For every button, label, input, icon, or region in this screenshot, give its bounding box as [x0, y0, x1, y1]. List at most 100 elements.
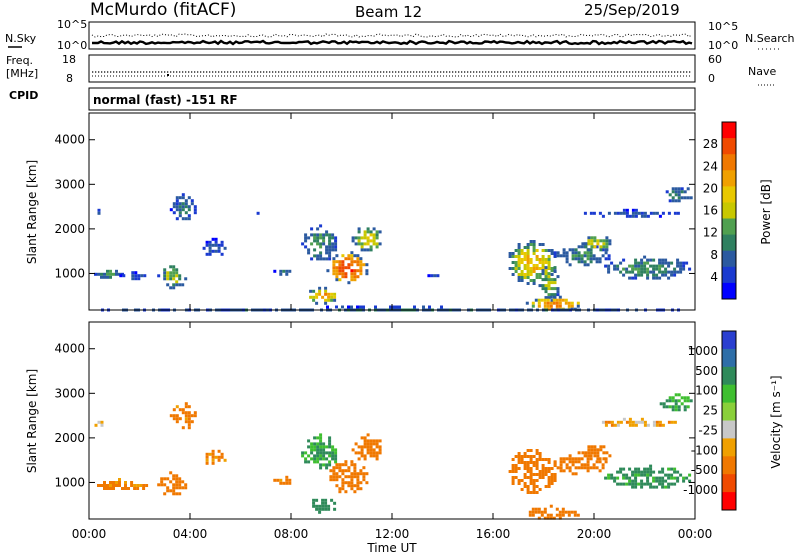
echo-cell [625, 420, 629, 424]
echo-cell [338, 278, 342, 282]
echo-region [169, 193, 197, 221]
echo-cell [649, 467, 653, 471]
echo-cell [599, 239, 603, 243]
echo-cell [178, 202, 182, 206]
echo-cell [577, 460, 581, 464]
nsky-series [91, 39, 693, 46]
echo-cell [220, 240, 224, 244]
echo-cell [523, 255, 527, 258]
echo-cell [134, 277, 138, 281]
echo-cell [329, 475, 333, 479]
echo-cell [625, 473, 629, 477]
echo-cell [211, 449, 215, 453]
echo-cell [187, 426, 191, 430]
echo-cell [508, 255, 512, 258]
echo-cell [668, 193, 672, 197]
echo-cell [178, 480, 182, 484]
echo-cell [169, 471, 173, 475]
echo-cell [590, 239, 594, 243]
echo-cell [652, 267, 656, 271]
echo-cell [331, 445, 335, 449]
echo-cell [166, 489, 170, 493]
echo-cell [550, 293, 554, 297]
echo-cell [547, 479, 551, 482]
echo-cell [577, 260, 581, 264]
colorbar-tick-label: 100 [695, 384, 718, 398]
echo-cell [526, 488, 530, 491]
echo-cell [589, 248, 593, 252]
echo-cell [354, 442, 358, 446]
echo-cell [312, 289, 316, 293]
echo-cell [175, 271, 179, 275]
echo-cell [333, 292, 337, 296]
echo-cell [616, 420, 620, 424]
echo-cell [556, 287, 560, 291]
echo-cell [175, 202, 179, 206]
echo-cell [357, 230, 361, 234]
echo-cell [369, 439, 373, 443]
echo-cell [172, 271, 176, 275]
echo-cell [686, 405, 690, 409]
echo-cell [356, 305, 359, 309]
echo-cell [520, 479, 524, 482]
echo-cell [571, 463, 575, 467]
echo-cell [175, 474, 179, 478]
echo-cell [316, 451, 320, 455]
echo-cell [589, 260, 593, 264]
echo-cell [318, 289, 322, 293]
echo-cell [595, 245, 599, 249]
echo-cell [319, 242, 323, 246]
echo-cell [544, 284, 548, 288]
echo-cell [324, 501, 328, 505]
echo-cell [676, 270, 680, 274]
echo-cell [353, 269, 357, 273]
echo-cell [613, 476, 617, 480]
echo-cell [520, 455, 524, 458]
echo-region [326, 251, 369, 285]
echo-cell [362, 472, 366, 476]
x-tick-label: 16:00 [476, 527, 511, 541]
echo-cell [640, 485, 644, 489]
echo-cell [205, 243, 209, 247]
echo-cell [550, 249, 554, 252]
echo-cell [529, 261, 533, 264]
echo-cell [106, 269, 109, 273]
echo-cell [595, 260, 599, 264]
echo-cell [335, 466, 339, 470]
echo-cell [599, 448, 603, 452]
echo-cell [541, 287, 545, 291]
echo-cell [334, 236, 338, 240]
echo-cell [324, 298, 328, 302]
echo-cell [344, 469, 348, 473]
echo-cell [667, 276, 671, 280]
echo-cell [640, 479, 644, 483]
echo-cell [658, 261, 662, 265]
echo-cell [586, 263, 590, 267]
echo-cell [363, 445, 367, 449]
echo-cell [631, 270, 635, 274]
echo-cell [214, 237, 218, 241]
echo-cell [541, 464, 545, 467]
echo-cell [549, 295, 553, 299]
echo-cell [172, 283, 176, 287]
echo-cell [175, 477, 179, 481]
echo-cell [169, 277, 173, 281]
echo-cell [514, 476, 518, 479]
date-title: 25/Sep/2019 [584, 1, 680, 19]
echo-cell [338, 266, 342, 270]
echo-cell [338, 263, 342, 267]
echo-cell [616, 476, 620, 480]
echo-cell [596, 242, 600, 246]
echo-region [604, 255, 692, 280]
echo-cell [523, 452, 527, 455]
echo-cell [313, 248, 317, 252]
echo-cell [362, 305, 365, 309]
echo-cell [288, 481, 292, 485]
echo-cell [223, 458, 227, 462]
echo-cell [577, 257, 581, 261]
echo-cell [561, 298, 565, 302]
echo-cell [324, 292, 328, 296]
echo-cell [363, 439, 367, 443]
echo-cell [541, 284, 545, 288]
